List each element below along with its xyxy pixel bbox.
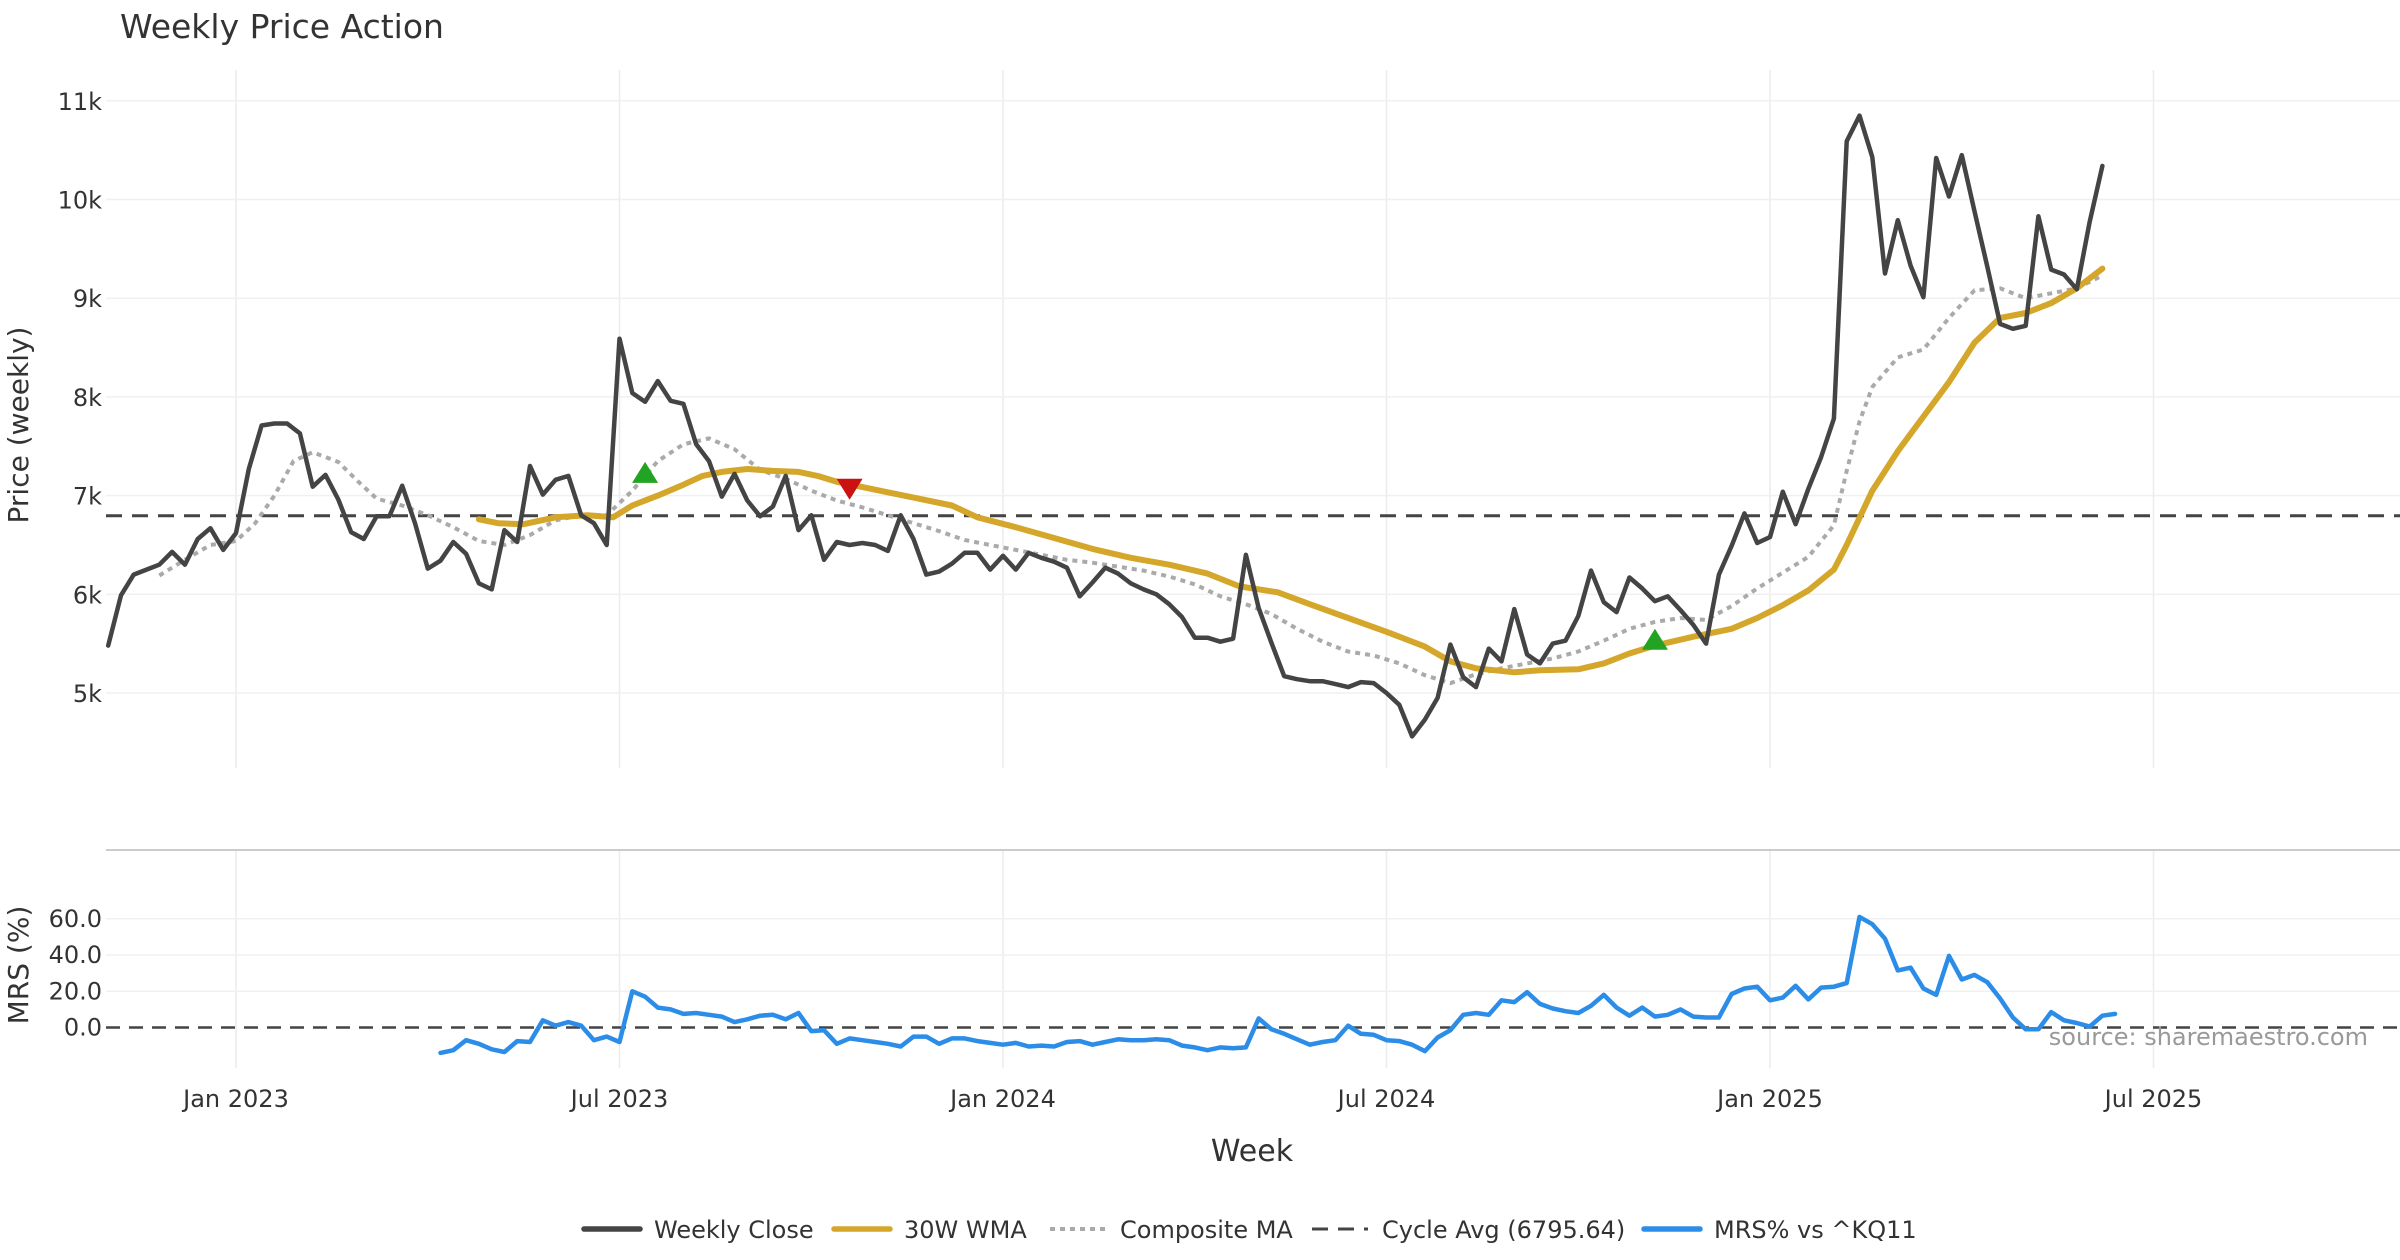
wma-30w-line bbox=[475, 265, 2106, 676]
price-y-tick-label: 6k bbox=[73, 581, 102, 609]
legend: Weekly Close 30W WMA Composite MA Cycle Avg… bbox=[581, 1216, 1917, 1244]
legend-weekly-close-label: Weekly Close bbox=[654, 1216, 814, 1244]
axis-ticks: Jan 2023 Jul 2023 Jan 2024 Jul 2024 Jan 2025… bbox=[49, 88, 2203, 1113]
price-series-layer bbox=[105, 113, 2400, 739]
x-tick-label: Jul 2025 bbox=[2103, 1085, 2203, 1113]
price-y-axis-label: Price (weekly) bbox=[2, 327, 35, 524]
mrs-y-tick-label: 0.0 bbox=[64, 1014, 102, 1042]
price-y-tick-label: 9k bbox=[73, 285, 102, 313]
mrs-y-tick-label: 40.0 bbox=[49, 941, 102, 969]
price-y-tick-label: 5k bbox=[73, 680, 102, 708]
mrs-grid bbox=[106, 850, 2400, 1068]
mrs-line bbox=[438, 914, 2118, 1056]
legend-mrs-label: MRS% vs ^KQ11 bbox=[1714, 1216, 1917, 1244]
buy-signal-marker bbox=[1641, 628, 1668, 650]
mrs-series-layer bbox=[438, 914, 2118, 1056]
source-watermark: source: sharemaestro.com bbox=[2049, 1023, 2368, 1051]
price-y-tick-label: 7k bbox=[73, 483, 102, 511]
x-tick-label: Jan 2025 bbox=[1715, 1085, 1823, 1113]
price-grid bbox=[106, 70, 2400, 768]
mrs-y-axis-label: MRS (%) bbox=[2, 906, 35, 1025]
x-tick-label: Jul 2024 bbox=[1336, 1085, 1436, 1113]
signal-markers bbox=[632, 461, 1668, 650]
price-y-tick-label: 10k bbox=[58, 187, 103, 215]
price-y-tick-label: 8k bbox=[73, 384, 102, 412]
x-axis-label: Week bbox=[1211, 1134, 1294, 1169]
sell-signal-marker bbox=[836, 478, 863, 500]
price-y-tick-label: 11k bbox=[58, 88, 103, 116]
x-tick-label: Jan 2023 bbox=[181, 1085, 289, 1113]
composite-ma-line bbox=[158, 273, 2104, 686]
x-tick-label: Jul 2023 bbox=[569, 1085, 669, 1113]
chart-title: Weekly Price Action bbox=[120, 7, 444, 46]
weekly-close-line bbox=[105, 113, 2105, 739]
legend-cycle-avg-label: Cycle Avg (6795.64) bbox=[1382, 1216, 1625, 1244]
x-tick-label: Jan 2024 bbox=[948, 1085, 1056, 1113]
legend-30w-wma-label: 30W WMA bbox=[904, 1216, 1027, 1244]
mrs-y-tick-label: 60.0 bbox=[49, 905, 102, 933]
legend-composite-ma-label: Composite MA bbox=[1120, 1216, 1293, 1244]
mrs-y-tick-label: 20.0 bbox=[49, 977, 102, 1005]
buy-signal-marker bbox=[632, 461, 659, 483]
